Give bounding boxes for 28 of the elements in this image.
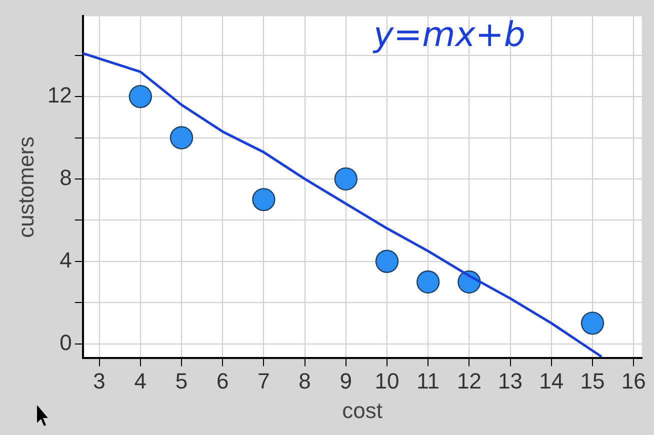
point (375, 250, 399, 273)
x-tick-label: 12 (456, 368, 482, 394)
x-axis-title: cost (342, 398, 383, 423)
point (334, 167, 358, 191)
x-tick-label: 8 (298, 368, 311, 394)
point (252, 188, 276, 212)
x-tick-label: 9 (340, 368, 352, 394)
point (170, 126, 194, 150)
annotation: y=mx+b (372, 15, 526, 56)
y-tick-label: 8 (60, 165, 72, 190)
y-tick-label: 12 (47, 82, 72, 108)
y-tick-label: 4 (60, 247, 72, 272)
x-tick-label: 16 (621, 368, 646, 394)
x-tick-label: 11 (416, 368, 440, 394)
x-tick-label: 10 (374, 368, 400, 394)
y-tick-label: 0 (60, 330, 72, 355)
x-tick-label: 15 (580, 368, 605, 394)
x-tick-label: 3 (93, 368, 106, 394)
x-tick-label: 13 (498, 368, 523, 394)
point (128, 84, 152, 108)
x-tick-label: 7 (258, 368, 270, 394)
x-tick-label: 14 (539, 368, 564, 394)
x-tick-label: 5 (175, 368, 188, 394)
point (416, 270, 440, 294)
y-axis-title: customers (13, 136, 38, 238)
x-tick-label: 4 (134, 368, 147, 394)
x-tick-label: 6 (216, 368, 229, 394)
point (580, 312, 604, 335)
